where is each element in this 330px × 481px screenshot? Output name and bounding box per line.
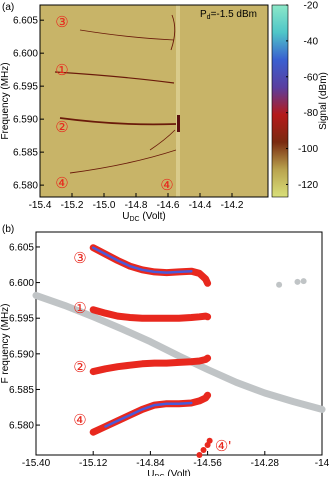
annotation: Pd=-1.5 dBm <box>200 9 257 21</box>
colorbar <box>271 4 289 198</box>
curve-label: ① <box>55 62 68 79</box>
x-tick-label: -15.40 <box>22 458 51 469</box>
x-axis-title-part: DC <box>129 216 139 223</box>
colorbar-tick-label: -120 <box>298 180 318 191</box>
x-tick-label: -14.6 <box>157 200 180 211</box>
y-tick-label: 6.600 <box>9 278 34 289</box>
heatmap-background <box>40 5 268 197</box>
curve-label: ② <box>55 119 68 136</box>
x-axis-title: UDC (Volt) <box>147 469 190 476</box>
x-tick-label: -14.8 <box>125 200 148 211</box>
colorbar-tick-label: -40 <box>304 36 319 47</box>
curve-label: ① <box>73 300 86 317</box>
panel-label: (b) <box>2 224 14 235</box>
point <box>206 437 213 444</box>
plot-frame <box>35 231 323 456</box>
annotation-part: =-1.5 dBm <box>211 9 257 20</box>
x-tick-label: -14 <box>315 458 330 469</box>
curve-label: ③ <box>73 250 86 267</box>
y-tick-label: 6.605 <box>13 16 38 27</box>
overlay-line <box>91 246 193 274</box>
feature-curve <box>54 71 175 84</box>
curve-label: ④ <box>160 177 173 194</box>
overlay-line <box>104 401 193 428</box>
curve-label: ② <box>73 359 86 376</box>
annotation-part: d <box>207 14 211 21</box>
y-tick-label: 6.585 <box>9 385 34 396</box>
point <box>196 452 203 458</box>
x-tick-label: -15.0 <box>93 200 116 211</box>
x-tick-label: -14.2 <box>221 200 244 211</box>
y-tick-label: 6.580 <box>13 181 38 192</box>
feature-curve <box>59 117 177 126</box>
annotation-part: P <box>200 9 207 20</box>
curve-label: ④ <box>73 412 86 429</box>
feature-spot <box>177 115 180 132</box>
x-tick-label: -15.12 <box>79 458 108 469</box>
y-tick-label: 6.590 <box>13 115 38 126</box>
x-tick-label: -15.4 <box>29 200 52 211</box>
feature-curve <box>149 129 176 151</box>
y-axis-title: Frequency (MHz) <box>0 62 11 139</box>
x-tick-label: -14.84 <box>136 458 165 469</box>
x-tick-label: -14.56 <box>193 458 222 469</box>
point-track <box>32 291 326 413</box>
curve-label: ③ <box>55 14 68 31</box>
feature-curve <box>69 149 177 174</box>
x-tick-label: -14.4 <box>189 200 212 211</box>
point-track <box>89 306 212 322</box>
x-tick-label: -14.28 <box>251 458 280 469</box>
point <box>276 281 283 288</box>
y-tick-label: 6.605 <box>9 242 34 253</box>
y-tick-label: 6.580 <box>9 421 34 432</box>
feature-curve <box>79 29 175 41</box>
x-tick-label: -15.2 <box>61 200 84 211</box>
x-axis-title-part: (Volt) <box>165 469 191 476</box>
curve-label: ④' <box>215 438 231 455</box>
feature-band <box>176 5 180 197</box>
y-tick-label: 6.600 <box>13 49 38 60</box>
panel-label: (a) <box>2 2 14 13</box>
colorbar-tick-label: -60 <box>304 72 319 83</box>
x-axis-title-part: U <box>147 469 154 476</box>
plot-frame <box>39 4 269 198</box>
point <box>294 278 301 285</box>
colorbar-tick-label: -80 <box>304 108 319 119</box>
point-track <box>89 391 212 436</box>
y-tick-label: 6.585 <box>13 148 38 159</box>
x-axis-title-part: U <box>122 211 129 222</box>
x-axis-title: UDC (Volt) <box>122 211 165 223</box>
y-tick-label: 6.590 <box>9 349 34 360</box>
y-tick-label: 6.595 <box>9 314 34 325</box>
point-track <box>89 354 212 376</box>
curve-label: ④ <box>55 175 68 192</box>
point-track <box>89 244 212 287</box>
heatmap-features <box>54 5 180 197</box>
point <box>300 278 307 285</box>
y-axis-title: F requency (MHz) <box>0 303 11 383</box>
x-axis-title-part: (Volt) <box>140 211 166 222</box>
colorbar-tick-label: -20 <box>304 1 319 12</box>
y-tick-label: 6.595 <box>13 82 38 93</box>
colorbar-title: Signal (dBm) <box>318 72 329 130</box>
colorbar-tick-label: -100 <box>298 144 318 155</box>
point <box>200 447 207 454</box>
feature-curve <box>170 14 176 51</box>
